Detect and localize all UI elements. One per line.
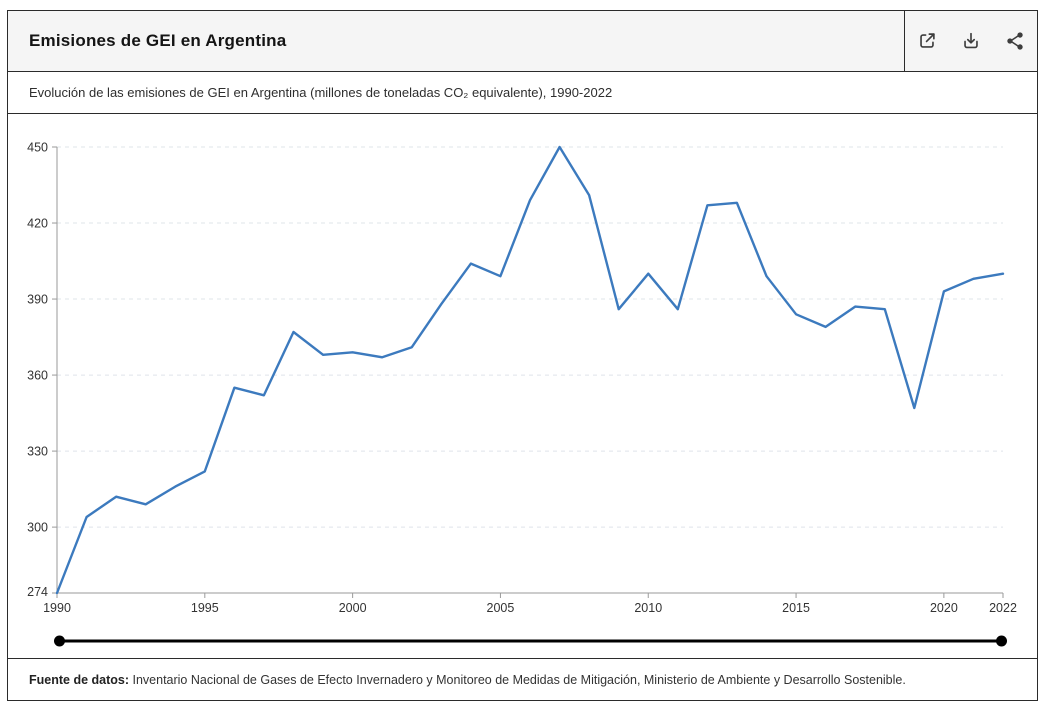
data-source-text: Inventario Nacional de Gases de Efecto I… bbox=[129, 672, 906, 687]
x-axis-tick-label: 2000 bbox=[339, 601, 367, 615]
data-source-label: Fuente de datos: bbox=[29, 672, 130, 687]
y-axis-tick-label: 274 bbox=[27, 585, 48, 599]
title-wrap: Emisiones de GEI en Argentina bbox=[8, 11, 904, 71]
chart-area: 450 420 390 360 330 300 274 1990 1995 2000 2005 201… bbox=[8, 114, 1037, 658]
toolbar bbox=[904, 11, 1037, 71]
subtitle-bar: Evolución de las emisiones de GEI en Arg… bbox=[8, 72, 1037, 114]
chart-widget: Emisiones de GEI en Argentina bbox=[7, 10, 1038, 701]
y-axis-tick-label: 300 bbox=[27, 521, 48, 535]
y-axis-tick-label: 360 bbox=[27, 369, 48, 383]
share-button[interactable] bbox=[1001, 27, 1029, 55]
download-icon bbox=[960, 30, 982, 52]
y-axis-tick-label: 330 bbox=[27, 445, 48, 459]
x-axis-tick-label: 2005 bbox=[487, 601, 515, 615]
range-slider-handle-start[interactable] bbox=[54, 635, 65, 647]
x-axis-tick-label: 2015 bbox=[782, 601, 810, 615]
chart-subtitle: Evolución de las emisiones de GEI en Arg… bbox=[29, 85, 613, 100]
x-axis-tick-label: 1995 bbox=[191, 601, 219, 615]
data-source: Fuente de datos: Inventario Nacional de … bbox=[29, 673, 906, 687]
x-axis-tick-label: 2020 bbox=[930, 601, 958, 615]
page-title: Emisiones de GEI en Argentina bbox=[29, 31, 287, 50]
y-axis-tick-label: 450 bbox=[27, 141, 48, 155]
widget-header: Emisiones de GEI en Argentina bbox=[8, 11, 1037, 72]
range-slider-handle-end[interactable] bbox=[996, 635, 1007, 647]
share-icon bbox=[1004, 30, 1026, 52]
open-external-button[interactable] bbox=[913, 27, 941, 55]
x-axis-tick-label: 2022 bbox=[989, 601, 1017, 615]
y-axis-tick-label: 420 bbox=[27, 217, 48, 231]
x-axis-tick-label: 1990 bbox=[43, 601, 71, 615]
x-axis-tick-label: 2010 bbox=[634, 601, 662, 615]
footer: Fuente de datos: Inventario Nacional de … bbox=[8, 658, 1037, 700]
line-chart: 450 420 390 360 330 300 274 1990 1995 2000 2005 201… bbox=[27, 141, 1017, 647]
y-axis-tick-label: 390 bbox=[27, 293, 48, 307]
emissions-line bbox=[55, 145, 1005, 595]
external-link-icon bbox=[916, 30, 938, 52]
download-button[interactable] bbox=[957, 27, 985, 55]
